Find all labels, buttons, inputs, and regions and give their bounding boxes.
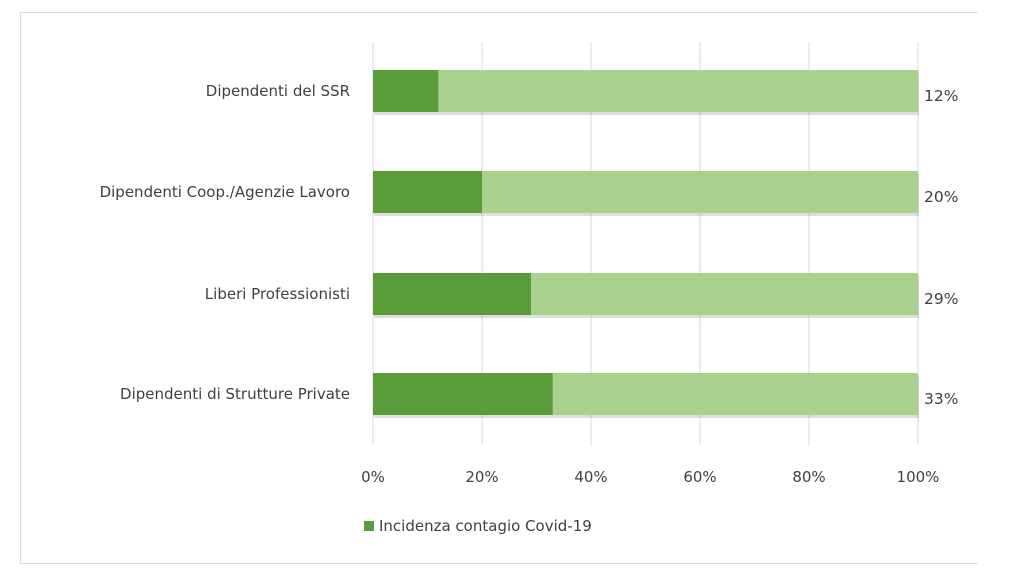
bars <box>373 70 919 418</box>
bar-remainder <box>531 273 918 315</box>
category-label: Dipendenti di Strutture Private <box>120 385 350 403</box>
data-label: 12% <box>924 87 958 105</box>
legend-swatch <box>364 521 374 531</box>
bar-incidenza <box>373 373 553 415</box>
x-tick-label: 0% <box>361 468 385 486</box>
bar-remainder <box>552 373 918 415</box>
category-label: Liberi Professionisti <box>205 285 350 303</box>
bar-incidenza <box>373 70 439 112</box>
bar-remainder <box>438 70 918 112</box>
x-tick-label: 20% <box>465 468 498 486</box>
x-tick-label: 60% <box>683 468 716 486</box>
category-label: Dipendenti Coop./Agenzie Lavoro <box>100 183 350 201</box>
category-label: Dipendenti del SSR <box>206 82 350 100</box>
data-label: 29% <box>924 290 958 308</box>
bar-incidenza <box>373 171 482 213</box>
x-tick-label: 80% <box>792 468 825 486</box>
data-label: 20% <box>924 188 958 206</box>
legend-label: Incidenza contagio Covid-19 <box>379 517 592 535</box>
labels: 0% 20% 40% 60% 80% 100% Dipendenti del SSR 12% D… <box>100 82 959 486</box>
bar-incidenza <box>373 273 532 315</box>
legend: Incidenza contagio Covid-19 <box>364 517 592 535</box>
data-label: 33% <box>924 390 958 408</box>
bar-remainder <box>482 171 918 213</box>
chart-frame <box>20 12 978 564</box>
x-tick-label: 40% <box>574 468 607 486</box>
x-tick-label: 100% <box>897 468 940 486</box>
